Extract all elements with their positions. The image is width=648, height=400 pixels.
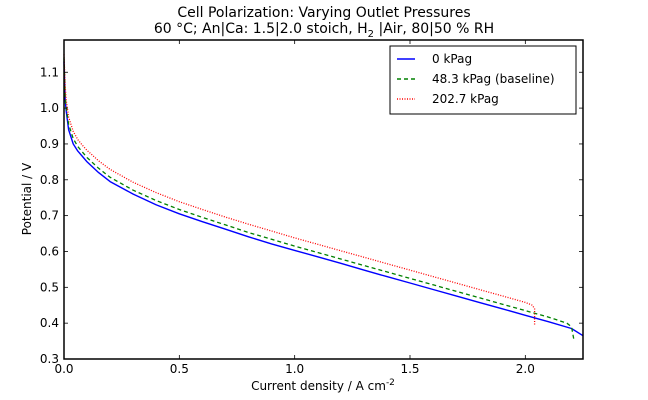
legend-box	[389, 45, 577, 115]
y-tick-label: 1.1	[40, 65, 59, 79]
series-line-0	[63, 61, 584, 337]
x-tick-label: 1.0	[285, 362, 304, 376]
series-line-2	[63, 54, 536, 325]
y-tick-label: 0.5	[40, 280, 59, 294]
series-layer	[63, 54, 584, 340]
y-tick-label: 0.9	[40, 137, 59, 151]
x-axis-label-superscript: -2	[386, 378, 395, 388]
y-tick-label: 0.8	[40, 173, 59, 187]
y-tick-label: 0.3	[40, 352, 59, 366]
ticks-layer: 0.0 0.5 1.0 1.5 2.0 0.3 0.4 0.5 0.6 0.7 0.8 0.9 1.0 1…	[40, 40, 583, 376]
legend: 0 kPag 48.3 kPag (baseline) 202.7 kPag	[389, 45, 577, 115]
legend-label-0: 0 kPag	[432, 52, 472, 66]
x-axis-label: Current density / A cm-2	[251, 378, 395, 393]
subtitle-subscript: 2	[368, 29, 374, 40]
x-tick-label: 0.0	[54, 362, 73, 376]
x-tick-label: 1.5	[400, 362, 419, 376]
x-axis-label-text: Current density / A cm	[251, 379, 386, 393]
y-tick-label: 1.0	[40, 101, 59, 115]
series-line-1	[63, 57, 575, 340]
y-tick-label: 0.6	[40, 244, 59, 258]
axes-frame	[63, 39, 584, 360]
chart-title: Cell Polarization: Varying Outlet Pressu…	[177, 5, 470, 21]
subtitle-suffix: |Air, 80|50 % RH	[374, 21, 494, 37]
chart-subtitle: 60 °C; An|Ca: 1.5|2.0 stoich, H2 |Air, 8…	[154, 21, 494, 40]
legend-label-2: 202.7 kPag	[432, 92, 499, 106]
y-tick-label: 0.4	[40, 316, 59, 330]
x-tick-label: 0.5	[170, 362, 189, 376]
y-axis-label: Potential / V	[20, 162, 34, 235]
subtitle-prefix: 60 °C; An|Ca: 1.5|2.0 stoich, H	[154, 21, 368, 37]
legend-label-1: 48.3 kPag (baseline)	[432, 72, 555, 86]
x-tick-label: 2.0	[516, 362, 535, 376]
y-tick-label: 0.7	[40, 209, 59, 223]
